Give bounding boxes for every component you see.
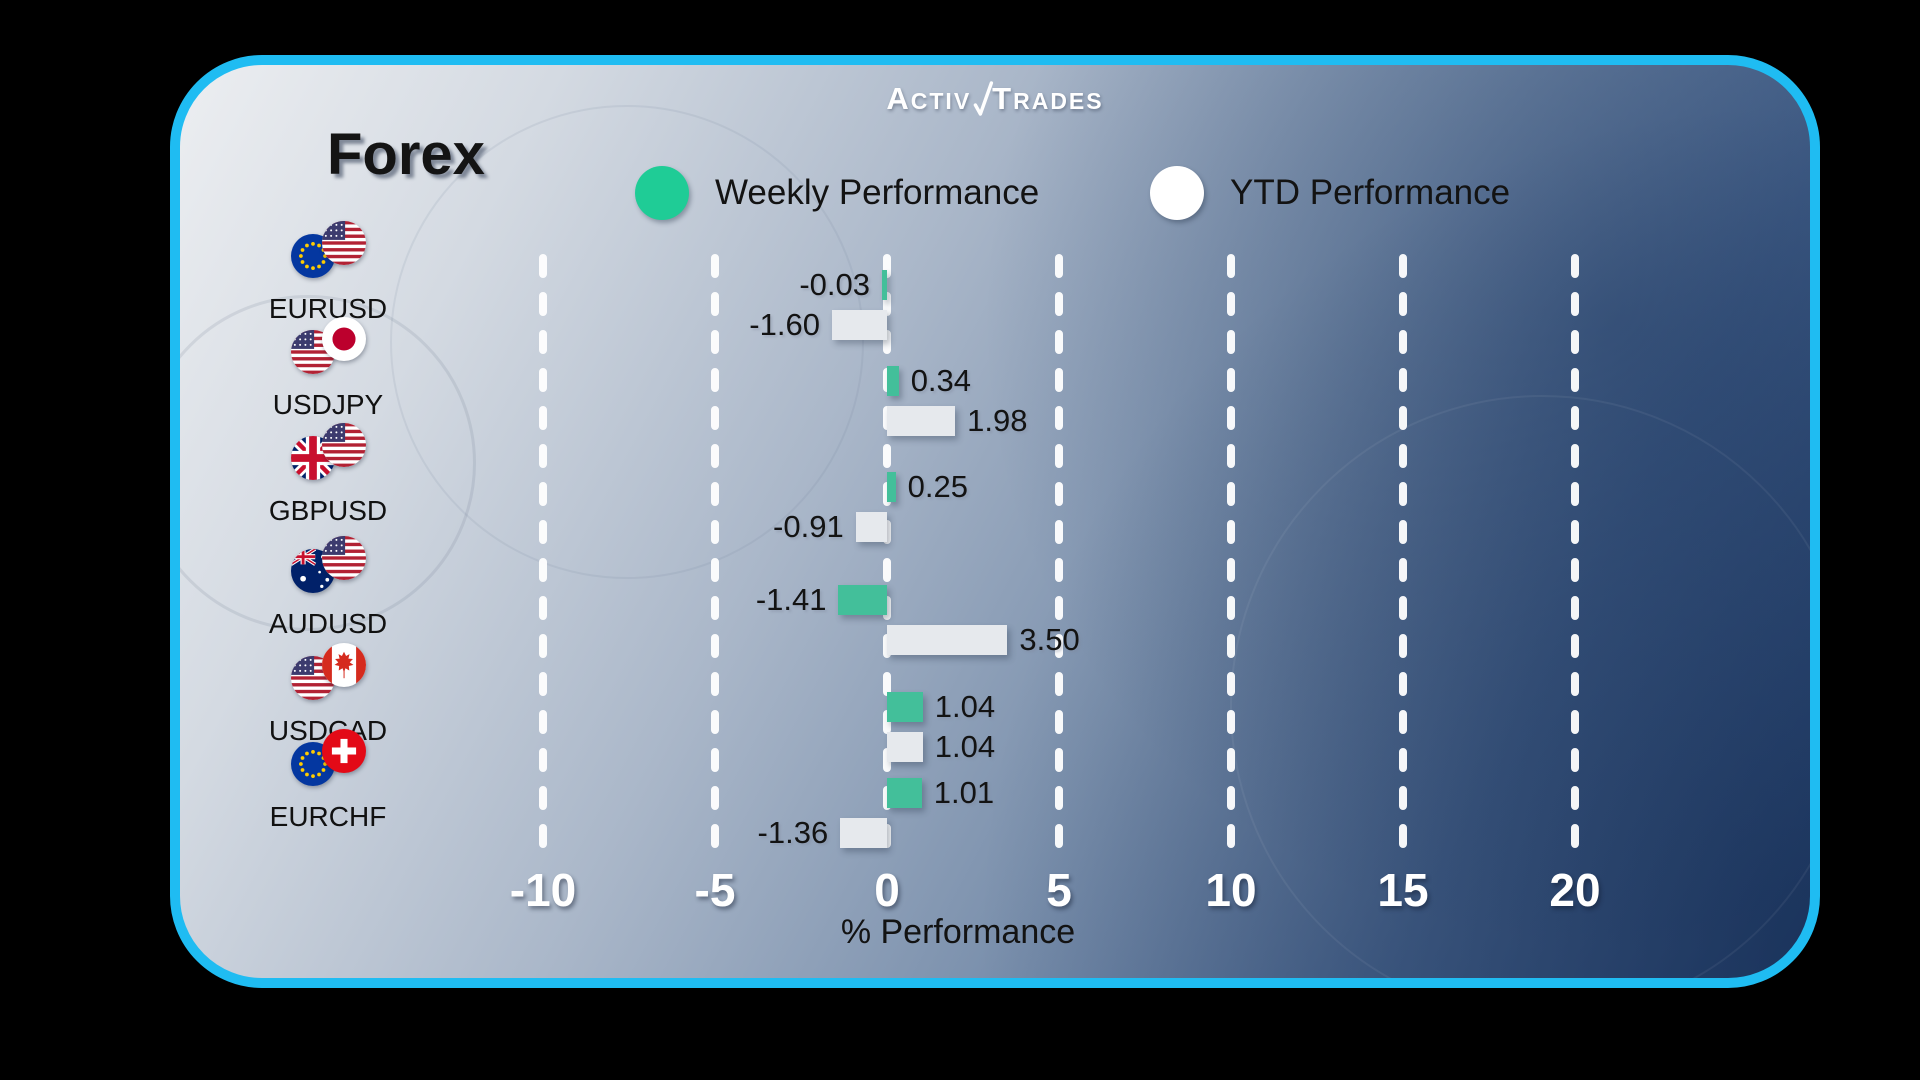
eurchf-ytd-value: -1.36: [757, 815, 829, 850]
eurchf-flag-pair: [291, 729, 367, 787]
usdjpy-weekly-value: 0.34: [910, 363, 972, 398]
us-flag-icon: [322, 221, 366, 265]
usdjpy-pair-label: USDJPY: [272, 389, 384, 420]
eurusd-ytd-value: -1.60: [749, 307, 820, 342]
gbpusd-ytd-bar: [855, 512, 887, 542]
x-axis-tick-20: 20: [1549, 864, 1601, 916]
x-axis-tick-5: 5: [1046, 864, 1072, 916]
weekly-legend-dot-icon: [635, 166, 689, 220]
logo-letter: A: [886, 81, 911, 116]
usdjpy-ytd-value: 1.98: [967, 403, 1028, 438]
audusd-weekly-bar: [838, 585, 887, 615]
audusd-flag-pair: [291, 536, 367, 594]
check-icon: [973, 81, 993, 116]
eurusd-weekly-value: -0.03: [799, 267, 870, 302]
usdjpy-flag-pair: [291, 317, 367, 375]
forex-performance-card: A CTIV T RADES Forex Weekly Performance YTD…: [170, 55, 1820, 988]
gbpusd-ytd-value: -0.91: [773, 509, 844, 544]
legend-item-ytd: YTD Performance: [1150, 161, 1510, 225]
audusd-ytd-bar: [887, 625, 1008, 655]
x-axis-tick-15: 15: [1377, 864, 1429, 916]
gbpusd-flag-pair: [291, 423, 367, 481]
ch-flag-icon: [322, 729, 366, 773]
ytd-legend-label: YTD Performance: [1230, 173, 1511, 212]
ca-flag-icon: [322, 643, 366, 687]
activtrades-logo: A CTIV T RADES: [886, 81, 1103, 117]
usdjpy-ytd-bar: [887, 406, 956, 436]
gridlines: [539, 254, 1579, 869]
eurusd-ytd-bar: [831, 310, 887, 340]
x-axis-tick-0: 0: [874, 864, 900, 916]
gb-flag-icon: [291, 436, 335, 480]
usdcad-weekly-value: 1.04: [934, 689, 996, 724]
x-axis-tick--5: -5: [694, 864, 736, 916]
eurusd-flag-pair: [291, 221, 367, 279]
weekly-legend-label: Weekly Performance: [715, 173, 1040, 212]
gbpusd-pair-label: GBPUSD: [268, 495, 388, 526]
audusd-pair-label: AUDUSD: [268, 608, 388, 639]
eurchf-weekly-bar: [887, 778, 922, 808]
logo-letter: T: [992, 81, 1014, 116]
x-axis-tick--10: -10: [509, 864, 577, 916]
eurchf-pair-label: EURCHF: [269, 801, 387, 832]
us-flag-icon: [322, 536, 366, 580]
eurusd-weekly-bar: [882, 270, 887, 300]
eurusd-pair-label: EURUSD: [268, 293, 388, 324]
forex-bar-chart: -10 -5 0 5 10 15 20 EURUSD -0.03 -1.60 USDJPY 0.34 1…: [180, 65, 1810, 978]
logo-letters: RADES: [1013, 88, 1104, 114]
ytd-legend-dot-icon: [1150, 166, 1204, 220]
logo-letters: CTIV: [910, 88, 972, 114]
eurchf-weekly-value: 1.01: [933, 775, 995, 810]
usdjpy-weekly-bar: [887, 366, 899, 396]
legend-item-weekly: Weekly Performance: [635, 161, 1039, 225]
x-axis-tick-10: 10: [1205, 864, 1257, 916]
x-axis-label: % Performance: [840, 913, 1076, 951]
gbpusd-weekly-value: 0.25: [907, 469, 968, 504]
audusd-ytd-value: 3.50: [1019, 622, 1080, 657]
gbpusd-weekly-bar: [887, 472, 896, 502]
audusd-weekly-value: -1.41: [755, 582, 827, 617]
usdcad-ytd-bar: [887, 732, 923, 762]
eurchf-ytd-bar: [840, 818, 887, 848]
us-flag-icon: [322, 423, 366, 467]
usdcad-flag-pair: [291, 643, 367, 701]
usdcad-weekly-bar: [887, 692, 923, 722]
page-title: Forex: [327, 122, 485, 187]
jp-flag-icon: [322, 317, 366, 361]
usdcad-ytd-value: 1.04: [934, 729, 996, 764]
